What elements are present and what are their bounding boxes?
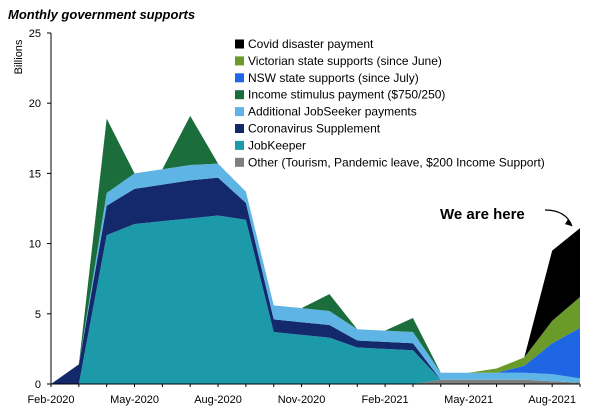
- x-tick-label: Nov-2020: [278, 394, 326, 406]
- y-tick-label: 20: [29, 98, 41, 110]
- x-tick-label: Feb-2020: [27, 394, 74, 406]
- legend-swatch-jobkeeper: [235, 140, 244, 150]
- legend-swatch-covid-disaster-payment: [235, 39, 244, 49]
- legend-label: Other (Tourism, Pandemic leave, $200 Inc…: [248, 155, 545, 169]
- y-tick-label: 15: [29, 168, 41, 180]
- annotation-layer: We are here: [440, 206, 573, 227]
- legend-label: Victorian state supports (since June): [248, 54, 442, 68]
- legend-label: Additional JobSeeker payments: [248, 105, 417, 119]
- axes-layer: 0 5 10 15 20 25 Feb-2020 May-2020 Aug-2020 Nov-20…: [13, 28, 581, 406]
- legend-label: Coronavirus Supplement: [248, 122, 381, 136]
- area-series-layer: [51, 115, 580, 384]
- y-tick-label: 25: [29, 28, 41, 40]
- annotation-arrow: [544, 209, 573, 227]
- x-tick-label: Aug-2021: [528, 394, 576, 406]
- y-tick-label: 5: [35, 309, 41, 321]
- legend-swatch-victorian-state-supports-since-june: [235, 56, 244, 66]
- area-other-tourism-pandemic-leave-200-income-support: [51, 379, 580, 384]
- x-tick-label: May-2021: [444, 394, 493, 406]
- y-tick-label: 0: [35, 379, 41, 391]
- legend: Covid disaster payment Victorian state su…: [235, 37, 545, 169]
- legend-swatch-other-tourism-pandemic-leave-200-income-support: [235, 157, 244, 167]
- chart-title: Monthly government supports: [8, 7, 196, 22]
- legend-label: NSW state supports (since July): [248, 71, 419, 85]
- annotation-arrowhead: [565, 219, 572, 227]
- legend-swatch-income-stimulus-payment-750-250: [235, 90, 244, 100]
- y-axis-title: Billions: [13, 39, 25, 74]
- legend-swatch-nsw-state-supports-since-july: [235, 73, 244, 83]
- x-tick-label: May-2020: [110, 394, 159, 406]
- legend-swatch-coronavirus-supplement: [235, 124, 244, 133]
- y-tick-label: 10: [29, 239, 41, 251]
- annotation-label: We are here: [440, 206, 525, 223]
- x-tick-label: Aug-2020: [194, 394, 242, 406]
- area-jobkeeper: [51, 215, 580, 384]
- x-tick-label: Feb-2021: [362, 394, 409, 406]
- area-victorian-state-supports-since-june: [51, 115, 580, 384]
- legend-swatch-additional-jobseeker-payments: [235, 107, 244, 117]
- legend-label: Covid disaster payment: [248, 37, 374, 51]
- legend-label: Income stimulus payment ($750/250): [248, 88, 445, 102]
- legend-label: JobKeeper: [248, 138, 306, 152]
